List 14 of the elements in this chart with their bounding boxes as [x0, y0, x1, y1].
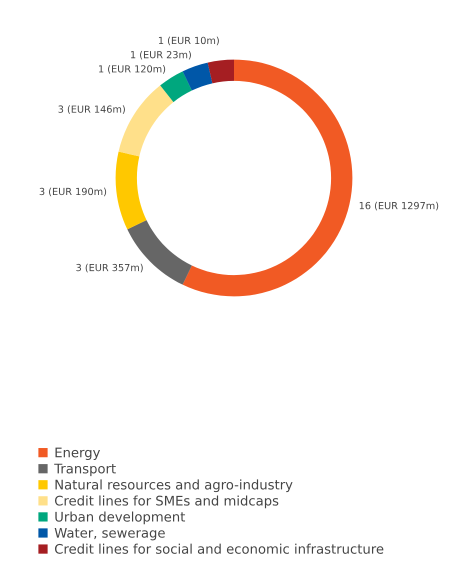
legend-label: Natural resources and agro-industry	[56, 479, 293, 492]
legend-label: Energy	[56, 448, 100, 460]
legend-label: Urban development	[55, 512, 186, 524]
legend-label: Credit lines for social and economic infrastructure	[54, 544, 384, 554]
data-label: 1 (EUR 23m)	[131, 50, 191, 60]
legend-label: Transport	[54, 464, 116, 476]
data-label: 3 (EUR 357m)	[76, 264, 143, 272]
legend-label: Water, sewerage	[54, 528, 165, 540]
data-label: 3 (EUR 146m)	[58, 105, 125, 114]
legend-label: Credit lines for SMEs and midcaps	[54, 495, 278, 508]
data-label: 1 (EUR 10m)	[158, 36, 219, 46]
data-label: 1 (EUR 120m)	[99, 65, 166, 74]
data-label: 16 (EUR 1297m)	[360, 202, 438, 210]
data-label: 3 (EUR 190m)	[40, 188, 106, 196]
